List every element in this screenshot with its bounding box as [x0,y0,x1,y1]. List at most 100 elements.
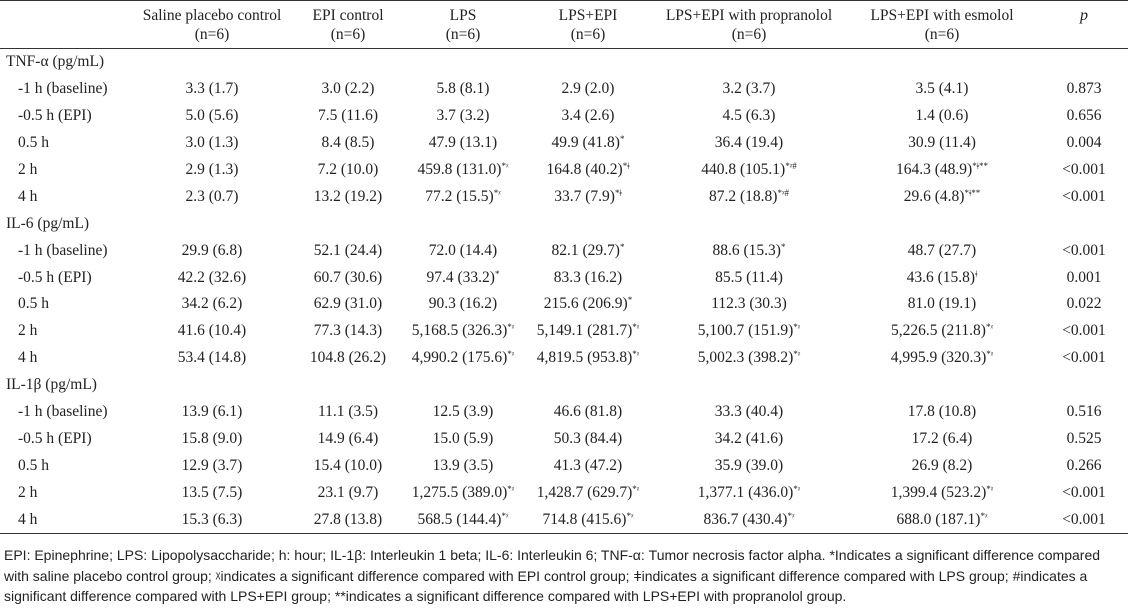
column-sample-size: (n=6) [731,26,767,43]
cell-value: 77.3 (14.3) [313,322,383,340]
row-label: -1 h (baseline) [18,80,108,98]
cell-value: 112.3 (30.3) [711,295,787,313]
table-footnote: EPI: Epinephrine; LPS: Lipopolysaccharid… [4,547,1101,604]
table-row: -1 h (baseline) 29.9 (6.8) 52.1 (24.4) 72.0… [0,237,1128,264]
cell-value: 26.9 (8.2) [911,456,973,474]
significance-marker: *ᵡ [787,510,795,521]
table-row: 4 h 15.3 (6.3) 27.8 (13.8) 568.5 (144.4)*ᵡ 7… [0,506,1128,535]
table-cell: 14.9 (6.4) [292,425,404,452]
table-cell: 77.2 (15.5)*ᵡ [404,183,522,210]
column-title: LPS+EPI with esmolol [870,7,1014,24]
row-label: 4 h [18,187,38,205]
p-value-cell: 0.266 [1066,456,1102,474]
cell-value: 215.6 (206.9) [543,295,628,313]
cell-value: 3.0 (1.3) [185,134,239,152]
cell-value: 1,275.5 (389.0) [411,483,508,501]
table-cell: 97.4 (33.2)* [404,264,522,291]
significance-marker: *ᵡ [507,322,515,333]
table-cell: 4,995.9 (320.3)*ᵡ [844,345,1040,372]
cell-value: 104.8 (26.2) [309,349,387,367]
cell-value: 90.3 (16.2) [428,295,498,313]
section-title: IL-1β (pg/mL) [6,376,97,394]
table-cell: 568.5 (144.4)*ᵡ [404,506,522,535]
row-label: -0.5 h (EPI) [18,268,92,286]
cell-value: 836.7 (430.4) [703,510,788,528]
table-cell: 15.3 (6.3) [132,506,292,535]
cell-value: 688.0 (187.1) [896,510,981,528]
cell-value: 1,399.4 (523.2) [890,483,987,501]
p-value-cell: <0.001 [1062,483,1106,501]
table-cell: 1.4 (0.6) [844,103,1040,130]
table-cell: 2.9 (2.0) [522,76,654,103]
column-title: EPI control [312,7,384,24]
table-body: TNF-α (pg/mL) -1 h (baseline) 3.3 (1.7) 3.0… [0,49,1128,535]
table-cell: 15.0 (5.9) [404,425,522,452]
column-title: p [1080,7,1088,24]
table-cell: 26.9 (8.2) [844,452,1040,479]
significance-marker: * [494,268,500,279]
table-cell: 62.9 (31.0) [292,291,404,318]
p-value-cell: <0.001 [1062,161,1106,178]
table-cell: 215.6 (206.9)* [522,291,654,318]
table-row: -1 h (baseline) 13.9 (6.1) 11.1 (3.5) 12.5 … [0,399,1128,426]
cell-value: 5,168.5 (326.3) [411,322,508,340]
table-cell: 5,100.7 (151.9)*ᵡ [654,318,844,345]
cell-value: 13.5 (7.5) [181,483,243,501]
table-cell: 440.8 (105.1)*ᵡ# [654,157,844,184]
table-row: 0.5 h 3.0 (1.3) 8.4 (8.5) 47.9 (13.1) 49.9 (… [0,130,1128,157]
cell-value: 33.7 (7.9) [554,187,615,205]
table-cell: 29.9 (6.8) [132,237,292,264]
table-cell: 87.2 (18.8)*ᵡ# [654,183,844,210]
cell-value: 2.3 (0.7) [185,187,239,205]
column-header: LPS+EPI with propranolol (n=6) [654,0,844,49]
p-value-cell: <0.001 [1062,187,1106,205]
table-cell: 4,819.5 (953.8)*ᵡ [522,345,654,372]
significance-marker: *ᵡ [985,322,994,333]
table-row: 0.5 h 12.9 (3.7) 15.4 (10.0) 13.9 (3.5) 41.3… [0,452,1128,479]
table-cell: 88.6 (15.3)* [654,237,844,264]
cell-value: 36.4 (19.4) [714,134,784,152]
table-row: 2 h 13.5 (7.5) 23.1 (9.7) 1,275.5 (389.0)*ᵡ… [0,479,1128,506]
table-cell: 104.8 (26.2) [292,345,404,372]
table-cell: 164.3 (48.9)*ǂ** [844,157,1040,184]
significance-marker: *ᵡ [632,349,640,360]
cell-value: 4,995.9 (320.3) [890,349,987,367]
cell-value: 13.9 (6.1) [181,403,243,421]
p-value-cell: <0.001 [1062,349,1106,367]
column-title: LPS [449,7,477,24]
table-cell: 35.9 (39.0) [654,452,844,479]
significance-marker: * [619,134,625,145]
table-cell: 30.9 (11.4) [844,130,1040,157]
cell-value: 3.3 (1.7) [185,80,239,98]
table-row: 4 h 2.3 (0.7) 13.2 (19.2) 77.2 (15.5)*ᵡ 33.7… [0,183,1128,210]
row-label: 0.5 h [18,456,49,474]
table-cell: 41.6 (10.4) [132,318,292,345]
significance-marker: * [619,241,625,252]
cell-value: 53.4 (14.8) [177,349,247,367]
table-row: -0.5 h (EPI) 5.0 (5.6) 7.5 (11.6) 3.7 (3.2)… [0,103,1128,130]
cell-value: 97.4 (33.2) [426,268,495,286]
table-cell: 43.6 (15.8)ǂ [844,264,1040,291]
table-cell: 2.9 (1.3) [132,157,292,184]
table-cell: 33.3 (40.4) [654,399,844,426]
significance-marker: *ᵡ [507,349,515,360]
table-cell: 714.8 (415.6)*ᵡ [522,506,654,535]
significance-marker: *ᵡ [501,510,509,521]
table-cell: 46.6 (81.8) [522,399,654,426]
table-cell: 164.8 (40.2)*ǂ [522,157,654,184]
cell-value: 11.1 (3.5) [317,403,379,421]
section-header-row: IL-6 (pg/mL) [0,210,1128,237]
table-cell: 3.7 (3.2) [404,103,522,130]
table-cell: 4,990.2 (175.6)*ᵡ [404,345,522,372]
cell-value: 568.5 (144.4) [417,510,502,528]
table-cell: 12.5 (3.9) [404,399,522,426]
cell-value: 8.4 (8.5) [321,134,375,152]
significance-marker: *ǂ [614,187,622,198]
table-cell: 42.2 (32.6) [132,264,292,291]
cell-value: 4.5 (6.3) [722,107,776,125]
significance-marker: *ᵡ [980,510,988,521]
cell-value: 15.3 (6.3) [181,510,243,528]
p-value-cell: <0.001 [1062,241,1106,259]
significance-marker: * [627,295,633,306]
